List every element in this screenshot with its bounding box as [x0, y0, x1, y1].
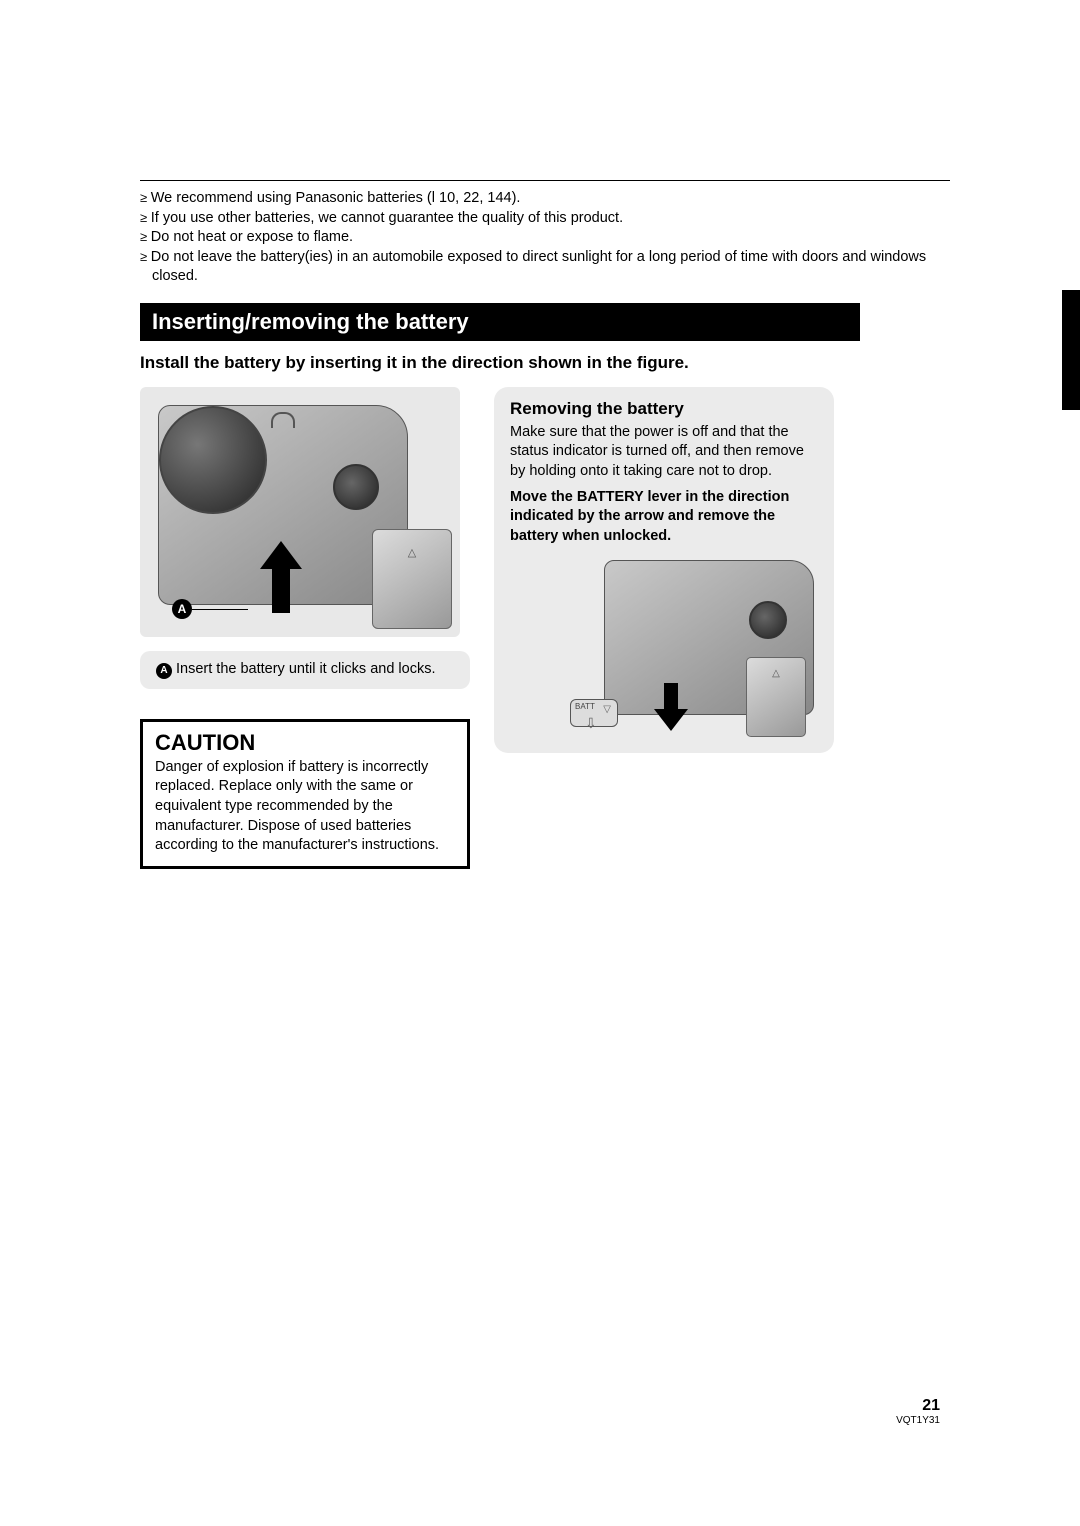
insert-caption-text: Insert the battery until it clicks and l…: [176, 661, 436, 677]
strap-loop: [271, 412, 295, 428]
install-instruction: Install the battery by inserting it in t…: [140, 353, 950, 373]
camera-dial: [333, 464, 379, 510]
batt-label-text: BATT: [575, 702, 595, 711]
side-tab: [1062, 290, 1080, 410]
insert-battery-figure: △ A: [140, 387, 460, 637]
arrow-down-icon: [654, 683, 688, 731]
warning-item: We recommend using Panasonic batteries (…: [140, 189, 950, 209]
label-a-leader-line: [192, 609, 248, 610]
batt-label-arrow-icon: ⇩: [585, 715, 597, 732]
battery-pack-illustration: △: [372, 529, 452, 629]
document-code: VQT1Y31: [896, 1415, 940, 1426]
removing-bold-text: Move the BATTERY lever in the direction …: [510, 488, 818, 547]
batt-lever-label: BATT ▽ ⇩: [570, 699, 618, 727]
removing-text: Make sure that the power is off and that…: [510, 423, 818, 482]
battery-warnings-list: We recommend using Panasonic batteries (…: [140, 189, 950, 287]
battery-triangle-icon: △: [408, 546, 416, 559]
section-heading: Inserting/removing the battery: [140, 303, 860, 341]
remove-battery-figure: △ BATT ▽ ⇩: [514, 560, 814, 735]
battery-triangle-icon: △: [772, 668, 780, 679]
warning-item: Do not leave the battery(ies) in an auto…: [140, 248, 950, 287]
left-column: △ A AInsert the battery until it clicks …: [140, 387, 470, 869]
insert-caption: AInsert the battery until it clicks and …: [140, 651, 470, 689]
page-content: We recommend using Panasonic batteries (…: [140, 180, 950, 869]
warning-item: Do not heat or expose to flame.: [140, 228, 950, 248]
camera-lens: [159, 406, 267, 514]
label-a-ref: A: [156, 663, 172, 679]
arrow-up-icon: [260, 541, 302, 613]
two-column-layout: △ A AInsert the battery until it clicks …: [140, 387, 950, 869]
batt-label-triangle-icon: ▽: [603, 704, 611, 715]
warning-item: If you use other batteries, we cannot gu…: [140, 209, 950, 229]
right-column: Removing the battery Make sure that the …: [494, 387, 824, 869]
top-divider: [140, 180, 950, 181]
camera-dial-small: [749, 601, 787, 639]
removing-battery-panel: Removing the battery Make sure that the …: [494, 387, 834, 753]
page-footer: 21 VQT1Y31: [896, 1397, 940, 1426]
caution-title: CAUTION: [155, 730, 455, 756]
label-a-marker: A: [172, 599, 192, 619]
caution-box: CAUTION Danger of explosion if battery i…: [140, 719, 470, 869]
page-number: 21: [896, 1397, 940, 1415]
removing-title: Removing the battery: [510, 399, 818, 419]
caution-text: Danger of explosion if battery is incorr…: [155, 758, 455, 856]
battery-pack-small: △: [746, 657, 806, 737]
